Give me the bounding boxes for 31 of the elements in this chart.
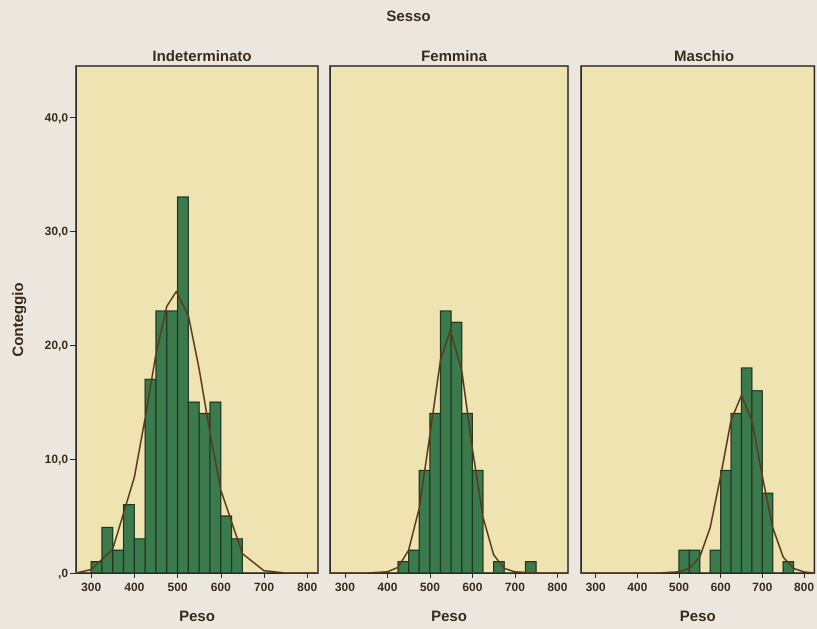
y-tick-label: 30,0 bbox=[44, 224, 68, 238]
x-tick-label: 300 bbox=[586, 580, 606, 594]
x-axis-title: Peso bbox=[431, 608, 467, 625]
x-tick-label: 600 bbox=[710, 580, 731, 594]
y-tick-label: 20,0 bbox=[44, 338, 68, 352]
chart-title: Indeterminato bbox=[152, 48, 252, 65]
x-axis-title: Peso bbox=[680, 608, 716, 625]
x-tick-label: 800 bbox=[297, 580, 318, 594]
y-tick-label: ,0 bbox=[58, 566, 68, 580]
x-tick-label: 600 bbox=[210, 580, 232, 594]
x-tick-label: 600 bbox=[462, 580, 483, 594]
x-axis-title: Peso bbox=[179, 608, 215, 625]
x-tick-label: 500 bbox=[668, 580, 690, 594]
y-tick-label: 10,0 bbox=[44, 452, 68, 466]
text: Sesso bbox=[385, 8, 432, 25]
x-tick-label: 400 bbox=[124, 580, 145, 594]
x-tick-label: 800 bbox=[794, 580, 814, 594]
x-tick-label: 800 bbox=[547, 580, 568, 594]
x-tick-label: 500 bbox=[420, 580, 440, 594]
x-tick-label: 700 bbox=[752, 580, 773, 594]
chart-title: Maschio bbox=[674, 48, 734, 65]
x-tick-label: 700 bbox=[504, 580, 526, 594]
x-tick-label: 300 bbox=[81, 580, 102, 594]
x-tick-label: 300 bbox=[334, 580, 356, 594]
x-tick-label: 400 bbox=[627, 580, 648, 594]
x-tick-label: 700 bbox=[254, 580, 274, 594]
y-axis-title: Conteggio bbox=[10, 282, 27, 357]
chart-title: Femmina bbox=[421, 48, 488, 65]
y-tick-label: 40,0 bbox=[44, 110, 68, 124]
x-tick-label: 500 bbox=[168, 580, 188, 594]
x-tick-label: 400 bbox=[377, 580, 398, 594]
